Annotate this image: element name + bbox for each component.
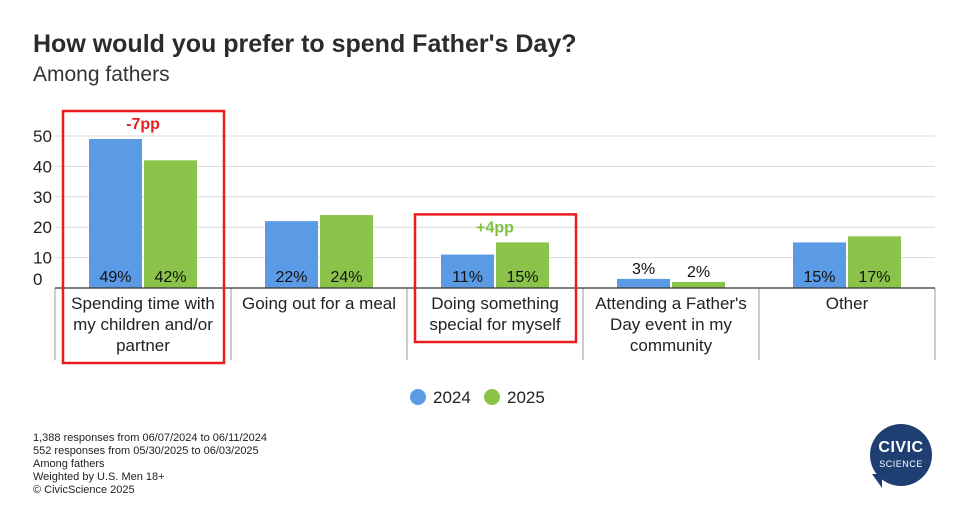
bar-2025 [672, 281, 725, 288]
category-label: my children and/or [73, 315, 213, 334]
logo-text-science: SCIENCE [879, 459, 923, 469]
chart-subtitle: Among fathers [33, 63, 170, 86]
footnote-line: © CivicScience 2025 [33, 484, 135, 496]
category-label: Attending a Father's [595, 294, 747, 313]
data-label: 15% [803, 269, 835, 286]
data-label: 3% [632, 261, 655, 278]
category-label: Spending time with [71, 294, 215, 313]
data-label: 22% [275, 269, 307, 286]
bar-2025 [144, 160, 197, 288]
data-label: 42% [154, 269, 186, 286]
highlight-box [61, 109, 226, 365]
highlight-box [413, 213, 578, 344]
category-label: Other [826, 294, 869, 313]
logo-text-civic: CIVIC [878, 439, 924, 456]
y-tick-label: 10 [33, 249, 52, 268]
footnote-line: 552 responses from 05/30/2025 to 06/03/2… [33, 445, 259, 457]
data-label: 2% [687, 264, 710, 281]
footnote-line: Among fathers [33, 458, 105, 470]
y-tick-label: 40 [33, 157, 52, 176]
legend-label: 2024 [433, 388, 471, 407]
data-label: 15% [506, 269, 538, 286]
chart-title: How would you prefer to spend Father's D… [33, 30, 577, 58]
bar-2025 [848, 236, 901, 288]
category-label: special for myself [429, 315, 561, 334]
legend-label: 2025 [507, 388, 545, 407]
bar-2024 [441, 254, 494, 288]
y-tick-label: 30 [33, 188, 52, 207]
civicscience-logo: CIVIC SCIENCE [870, 424, 932, 488]
logo-badge: CIVIC SCIENCE [870, 424, 932, 486]
data-label: 24% [330, 269, 362, 286]
y-tick-label: 0 [33, 270, 42, 289]
category-label: partner [116, 336, 170, 355]
change-annotation: +4pp [476, 219, 514, 236]
footnotes: 1,388 responses from 06/07/2024 to 06/11… [33, 432, 267, 497]
category-label: Going out for a meal [242, 294, 396, 313]
bar-2024 [265, 221, 318, 288]
y-tick-label: 50 [33, 127, 52, 146]
change-annotation: -7pp [126, 116, 160, 133]
data-label: 11% [452, 269, 483, 286]
bar-2024 [617, 278, 670, 288]
legend-marker-2025 [484, 389, 500, 405]
logo-speech-tail [872, 474, 882, 488]
y-tick-label: 20 [33, 218, 52, 237]
footnote-line: Weighted by U.S. Men 18+ [33, 471, 165, 483]
category-label: Day event in my [610, 315, 732, 334]
bar-2025 [496, 242, 549, 288]
bar-2025 [320, 215, 373, 288]
data-label: 49% [99, 269, 131, 286]
bar-chart: 0 10 20 30 40 50 49% 42% Spending time with my ch… [33, 109, 936, 407]
footnote-line: 1,388 responses from 06/07/2024 to 06/11… [33, 432, 268, 444]
bar-2024 [793, 242, 846, 288]
category-label: community [630, 336, 713, 355]
legend-marker-2024 [410, 389, 426, 405]
category-label: Doing something [431, 294, 559, 313]
bar-2024 [89, 139, 142, 288]
data-label: 17% [858, 269, 890, 286]
